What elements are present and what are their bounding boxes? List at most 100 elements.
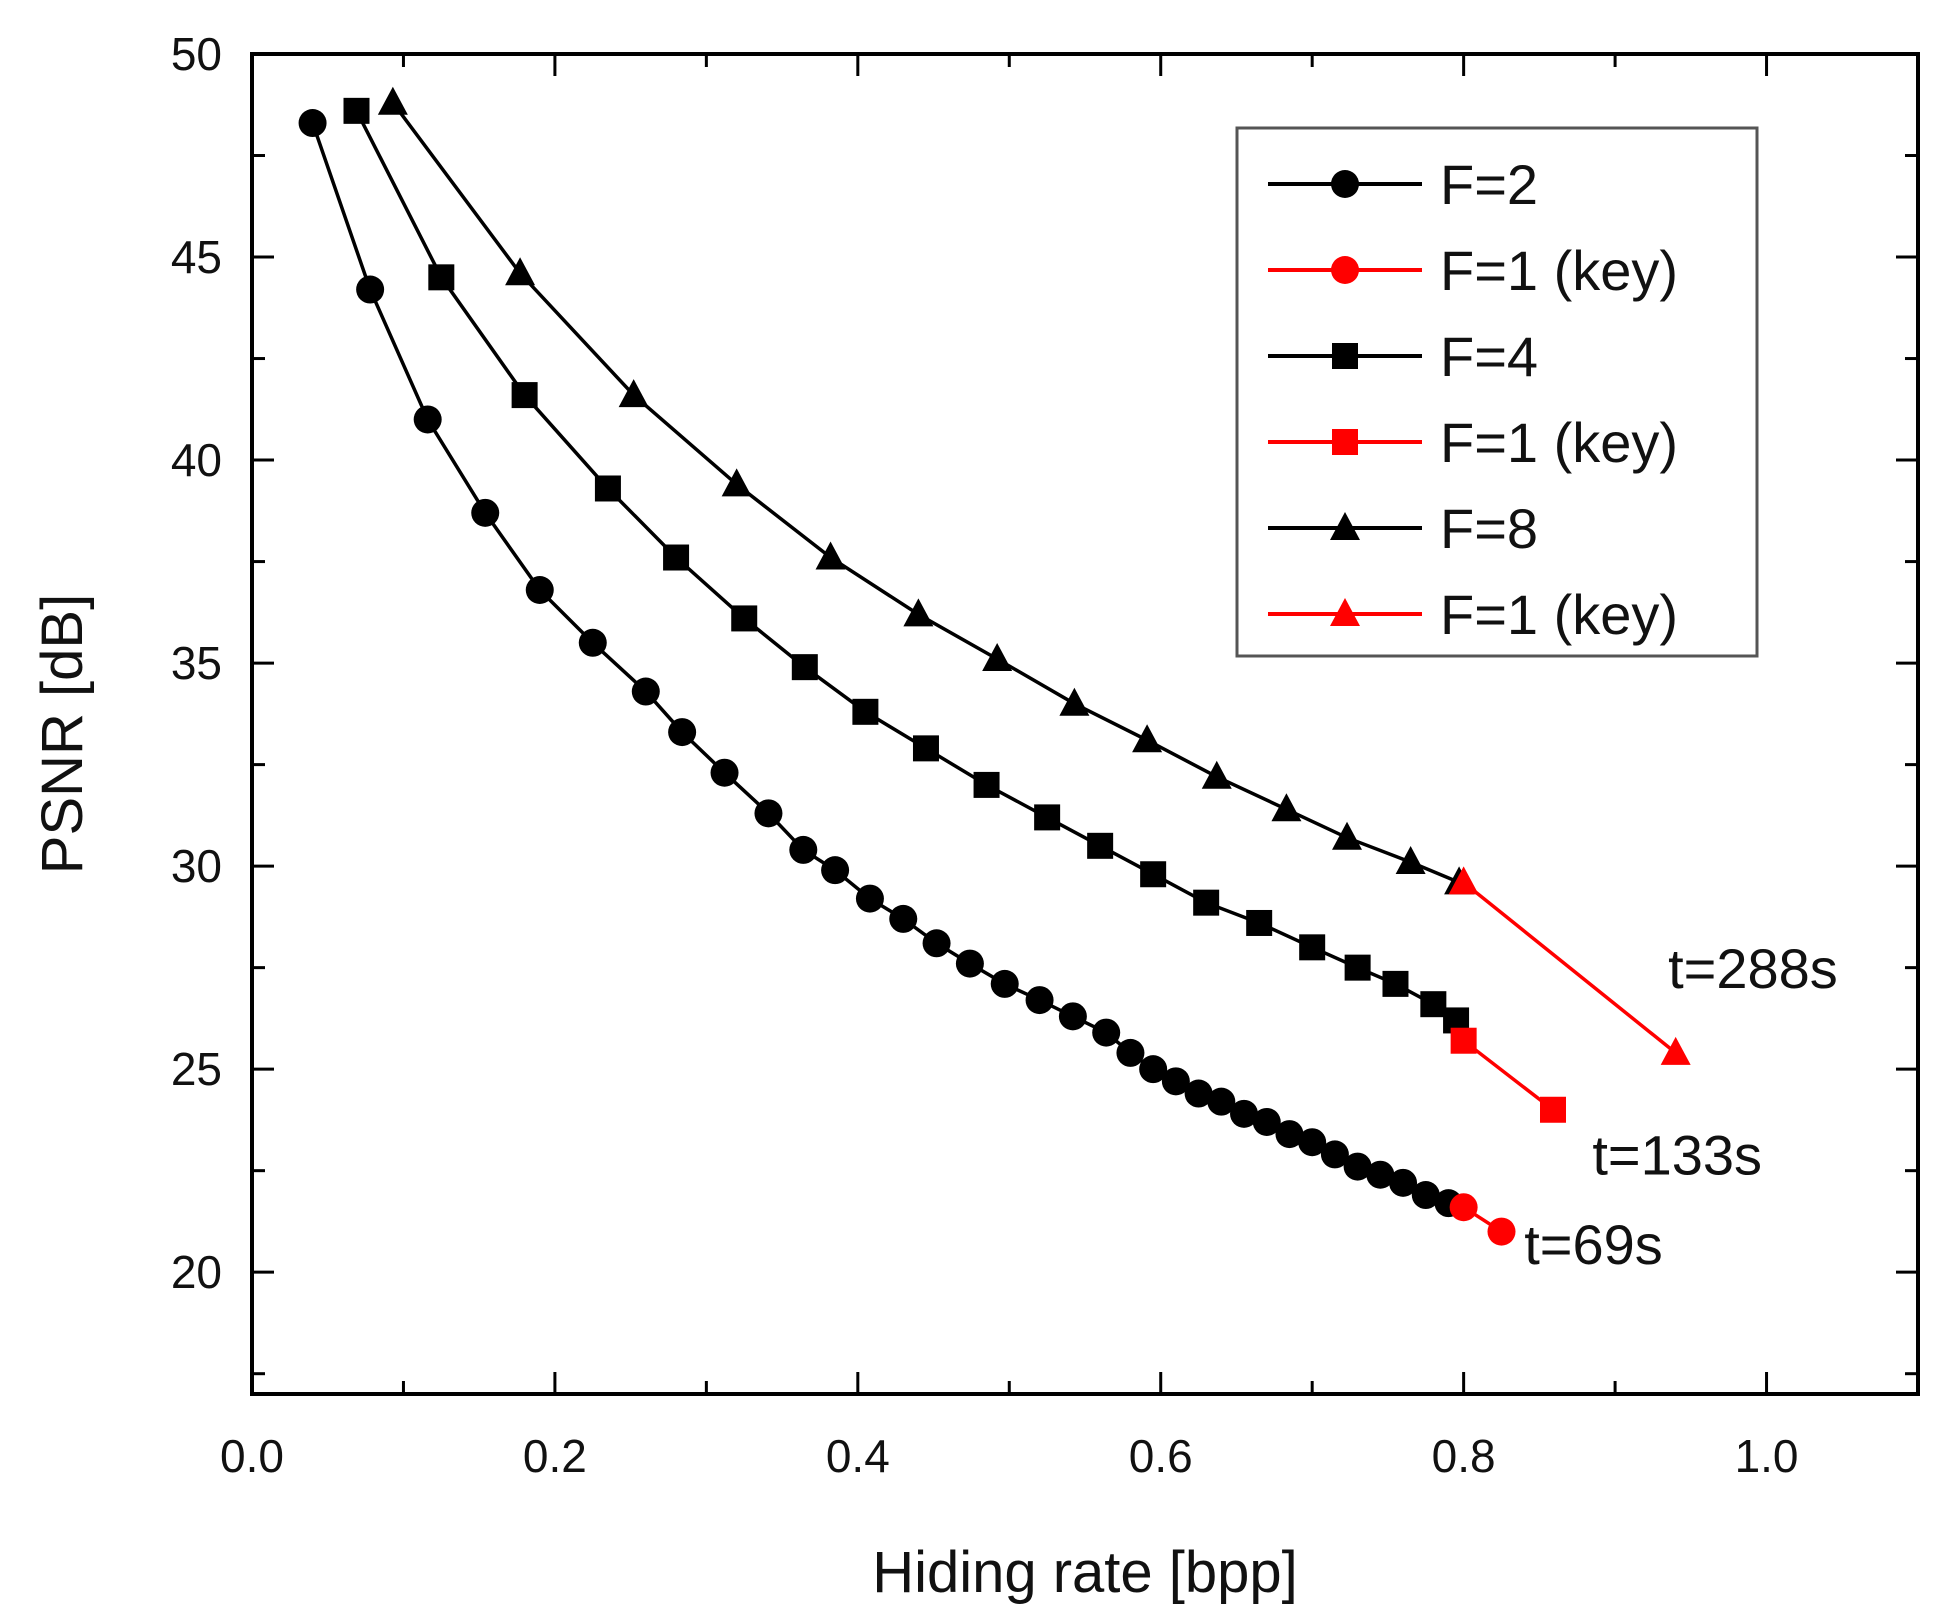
- data-point: [1343, 1152, 1372, 1181]
- data-point: [1366, 1160, 1395, 1189]
- annotation-label: t=133s: [1592, 1124, 1762, 1187]
- data-point: [1448, 866, 1479, 895]
- data-point: [1161, 1067, 1190, 1096]
- tick-labels: 0.0 0.2 0.4 0.6 0.8 1.0 20 25 30 35 40 45 50: [171, 28, 1799, 1482]
- data-point: [1539, 1096, 1566, 1123]
- data-point: [631, 677, 660, 706]
- annotations: t=288s t=133s t=69s: [1524, 937, 1838, 1276]
- data-point: [754, 799, 783, 828]
- legend-marker: [1330, 512, 1360, 540]
- data-point: [1140, 861, 1167, 888]
- data-point: [1184, 1079, 1213, 1108]
- data-point: [668, 718, 697, 747]
- legend-marker: [1331, 256, 1359, 284]
- y-tick-label: 20: [171, 1246, 222, 1298]
- data-point: [955, 949, 984, 978]
- data-point: [428, 264, 455, 291]
- legend-label: F=1 (key): [1440, 239, 1678, 302]
- data-point: [789, 835, 818, 864]
- data-point: [1320, 1140, 1349, 1169]
- data-point: [903, 598, 934, 627]
- data-point: [1332, 821, 1363, 850]
- data-point: [1271, 793, 1302, 822]
- data-point: [298, 109, 327, 138]
- data-point: [1058, 1002, 1087, 1031]
- x-tick-label: 0.8: [1432, 1430, 1496, 1482]
- data-point: [1299, 934, 1326, 961]
- legend-label: F=1 (key): [1440, 583, 1678, 646]
- data-point: [889, 904, 918, 933]
- y-tick-label: 45: [171, 231, 222, 283]
- data-point: [1449, 1193, 1478, 1222]
- data-point: [1389, 1168, 1418, 1197]
- data-point: [821, 856, 850, 885]
- data-point: [852, 698, 879, 725]
- x-axis-title: Hiding rate [bpp]: [872, 1540, 1298, 1605]
- data-point: [1252, 1107, 1281, 1136]
- data-point: [973, 771, 1000, 798]
- data-point: [1395, 846, 1426, 875]
- data-point: [471, 498, 500, 527]
- legend-box: [1235, 126, 1759, 658]
- y-axis-title: PSNR [dB]: [30, 594, 95, 874]
- data-point: [1034, 804, 1061, 831]
- data-point: [1230, 1099, 1259, 1128]
- series-line: [391, 101, 1460, 885]
- data-point: [1132, 724, 1163, 753]
- data-point: [791, 654, 818, 681]
- legend-marker: [1331, 170, 1359, 198]
- legend-marker: [1330, 598, 1360, 626]
- data-point: [356, 275, 385, 304]
- data-point: [578, 628, 607, 657]
- y-tick-label: 25: [171, 1043, 222, 1095]
- data-point: [663, 544, 690, 571]
- data-point: [1059, 687, 1090, 716]
- ticks: [250, 52, 1920, 1394]
- annotation-label: t=288s: [1668, 937, 1838, 1000]
- y-tick-label: 40: [171, 434, 222, 486]
- data-point: [525, 576, 554, 604]
- data-point: [1298, 1128, 1327, 1157]
- data-point: [343, 97, 370, 124]
- data-point: [721, 468, 752, 497]
- x-tick-label: 0.4: [826, 1430, 890, 1482]
- data-point: [982, 643, 1013, 672]
- legend-label: F=2: [1440, 153, 1538, 216]
- data-point: [710, 758, 739, 787]
- data-point: [1193, 889, 1220, 916]
- data-point: [1116, 1038, 1145, 1067]
- legend-label: F=4: [1440, 325, 1538, 388]
- data-point: [1450, 1027, 1477, 1054]
- y-tick-label: 50: [171, 28, 222, 80]
- data-point: [1087, 832, 1114, 859]
- legend-label: F=8: [1440, 497, 1538, 560]
- data-point: [1660, 1036, 1691, 1065]
- series-markers: [298, 86, 1691, 1246]
- data-point: [990, 969, 1019, 998]
- data-point: [1092, 1018, 1121, 1047]
- data-point: [1246, 909, 1273, 936]
- data-point: [1382, 970, 1409, 997]
- x-tick-label: 1.0: [1735, 1430, 1799, 1482]
- plot-frame: [250, 52, 1920, 1396]
- data-point: [1139, 1055, 1168, 1084]
- x-tick-label: 0.0: [220, 1430, 284, 1482]
- x-tick-label: 0.6: [1129, 1430, 1193, 1482]
- data-point: [1201, 760, 1232, 789]
- data-point: [731, 605, 758, 632]
- data-point: [1344, 954, 1371, 981]
- data-point: [1411, 1181, 1440, 1210]
- data-point: [912, 735, 939, 762]
- data-point: [511, 382, 538, 409]
- y-tick-label: 35: [171, 637, 222, 689]
- y-tick-label: 30: [171, 840, 222, 892]
- annotation-label: t=69s: [1524, 1213, 1663, 1276]
- data-point: [1207, 1087, 1236, 1116]
- legend-marker: [1332, 429, 1358, 455]
- data-point: [1420, 991, 1447, 1018]
- legend-marker: [1332, 343, 1358, 369]
- data-point: [922, 929, 951, 958]
- data-point: [618, 379, 649, 408]
- x-tick-label: 0.2: [523, 1430, 587, 1482]
- data-point: [855, 884, 884, 913]
